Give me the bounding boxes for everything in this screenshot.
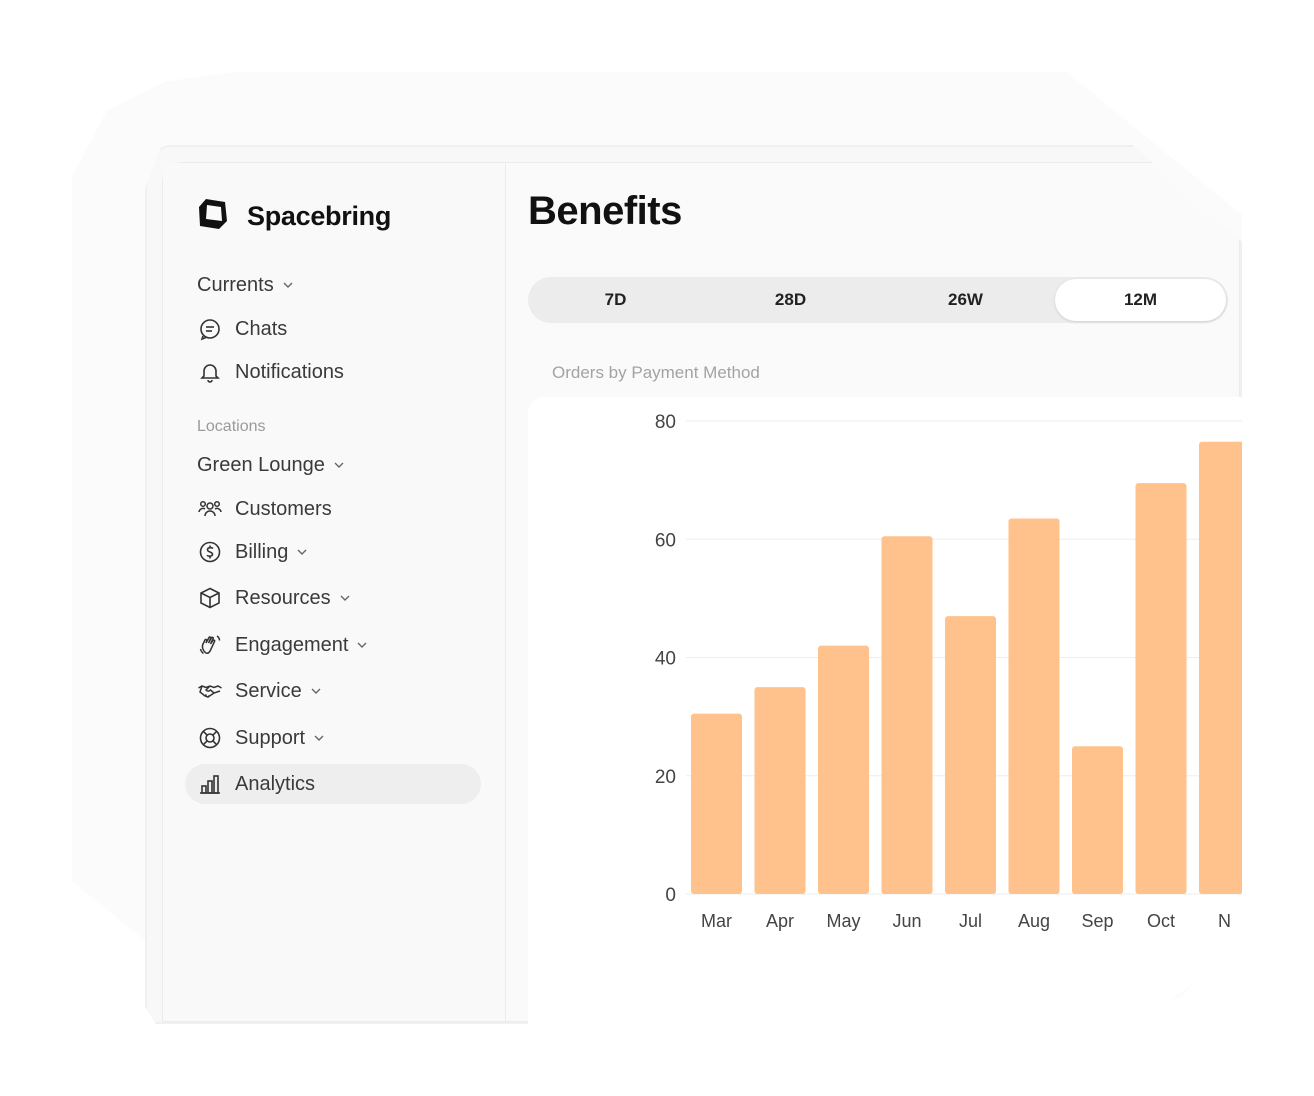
x-tick-label: N — [1218, 911, 1231, 931]
currents-menu[interactable]: Currents — [185, 265, 493, 305]
chat-bubble-icon — [197, 316, 223, 342]
location-label: Green Lounge — [197, 453, 325, 476]
sidebar-item-label: Chats — [235, 317, 288, 340]
x-tick-label: Jul — [959, 911, 982, 931]
bar-n[interactable] — [1199, 441, 1242, 894]
locations-heading: Locations — [197, 418, 266, 435]
lifebuoy-icon — [197, 725, 223, 751]
x-tick-label: Aug — [1018, 911, 1050, 931]
waving-hand-icon — [197, 632, 223, 658]
sidebar-item-service[interactable]: Service — [185, 671, 481, 711]
chart-caption: Orders by Payment Method — [552, 363, 760, 382]
range-28d[interactable]: 28D — [774, 290, 807, 309]
bell-icon — [197, 359, 223, 385]
page-title: Benefits — [528, 189, 682, 233]
bar-jun[interactable] — [881, 536, 933, 894]
x-tick-label: Oct — [1147, 911, 1175, 931]
bar-apr[interactable] — [754, 687, 806, 894]
y-tick-label: 0 — [665, 885, 676, 906]
currents-label: Currents — [197, 273, 274, 296]
main-content: Benefits 7D 28D 26W 12M Orders by Paymen… — [506, 163, 1242, 1024]
range-selector: 7D 28D 26W 12M — [528, 277, 1228, 323]
location-selector[interactable]: Green Lounge — [185, 445, 493, 485]
x-tick-label: Jun — [892, 911, 921, 931]
chevron-down-icon — [333, 459, 345, 471]
bar-may[interactable] — [818, 645, 869, 894]
bar-oct[interactable] — [1135, 483, 1187, 894]
bar-jul[interactable] — [945, 616, 996, 894]
range-7d[interactable]: 7D — [604, 290, 627, 309]
chevron-down-icon — [310, 685, 322, 697]
app-shell: Spacebring Currents — [162, 162, 1242, 1024]
sidebar-item-notifications[interactable]: Notifications — [185, 352, 481, 392]
y-tick-label: 20 — [655, 767, 676, 788]
sidebar-item-label: Billing — [235, 540, 289, 563]
sidebar: Spacebring Currents — [163, 163, 506, 1021]
chart-card: 0 20 40 60 80 Mar Apr May Jun Jul Aug Sep Oct N — [528, 397, 1242, 1024]
sidebar-item-engagement[interactable]: Engagement — [185, 625, 481, 665]
bar-mar[interactable] — [691, 713, 742, 894]
sidebar-item-billing[interactable]: Billing — [185, 532, 481, 572]
handshake-icon — [197, 678, 223, 704]
range-12m[interactable]: 12M — [1055, 279, 1226, 321]
y-tick-label: 60 — [655, 530, 676, 551]
chevron-down-icon — [313, 732, 325, 744]
x-tick-label: Mar — [701, 911, 732, 931]
window-frame: Spacebring Currents — [145, 145, 1242, 1024]
users-icon — [197, 496, 223, 522]
sidebar-item-label: Analytics — [235, 772, 316, 795]
sidebar-item-label: Resources — [235, 586, 331, 609]
sidebar-item-label: Notifications — [235, 360, 344, 383]
chevron-down-icon — [339, 592, 351, 604]
chevron-down-icon — [296, 546, 308, 558]
brand-name: Spacebring — [247, 201, 392, 231]
sidebar-item-support[interactable]: Support — [185, 718, 481, 758]
x-tick-label: Apr — [766, 911, 794, 931]
sidebar-item-chats[interactable]: Chats — [185, 309, 481, 349]
sidebar-item-analytics[interactable]: Analytics — [185, 764, 481, 804]
y-tick-label: 80 — [655, 412, 676, 433]
app-window: Spacebring Currents — [145, 145, 1242, 1024]
y-tick-label: 40 — [655, 649, 676, 670]
chevron-down-icon — [282, 279, 294, 291]
brand[interactable]: Spacebring — [197, 197, 391, 236]
sidebar-item-customers[interactable]: Customers — [185, 489, 481, 529]
sidebar-item-label: Engagement — [235, 633, 349, 656]
chevron-down-icon — [356, 639, 368, 651]
sidebar-item-label: Service — [235, 679, 302, 702]
bar-chart: 0 20 40 60 80 Mar Apr May Jun Jul Aug Sep Oct N — [655, 412, 1242, 931]
dollar-circle-icon — [197, 539, 223, 565]
cube-icon — [197, 585, 223, 611]
sidebar-item-label: Customers — [235, 497, 332, 520]
range-26w[interactable]: 26W — [948, 290, 983, 309]
spacebring-logo-icon — [197, 197, 229, 236]
bar-sep[interactable] — [1072, 746, 1123, 894]
bar-aug[interactable] — [1008, 518, 1060, 894]
x-tick-label: Sep — [1081, 911, 1113, 931]
sidebar-item-label: Support — [235, 726, 306, 749]
x-tick-label: May — [826, 911, 860, 931]
bar-chart-icon — [197, 771, 223, 797]
sidebar-item-resources[interactable]: Resources — [185, 578, 481, 618]
